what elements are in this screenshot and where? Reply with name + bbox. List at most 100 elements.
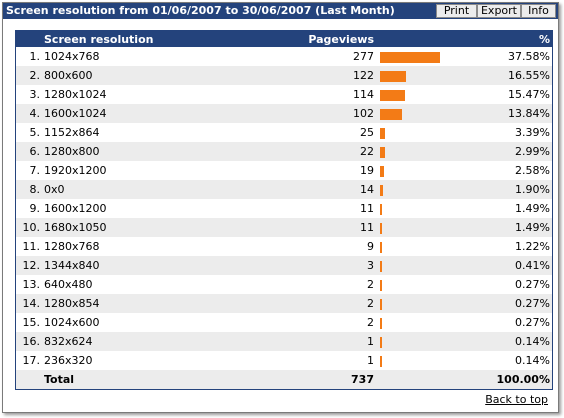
pageviews-bar [380,317,382,329]
info-button[interactable]: Info [521,4,556,18]
row-bar-cell [380,294,476,313]
row-rank: 13. [22,278,41,291]
row-pageviews: 122 [264,66,380,85]
row-rank: 9. [29,202,41,215]
row-percent: 37.58% [508,50,550,63]
row-resolution: 0x0 [44,180,264,199]
table-header-row: Screen resolution Pageviews % [16,31,552,47]
pageviews-bar [380,336,382,348]
row-bar-cell [380,313,476,332]
pageviews-bar [380,165,384,177]
table-row: 16. 832x624 1 0.14% [16,332,552,351]
resolution-table: Screen resolution Pageviews % 1. 1024x768… [16,31,552,389]
row-rank: 15. [22,316,41,329]
row-pageviews: 114 [353,88,374,101]
row-rank: 16. [16,332,44,351]
row-bar-cell [380,161,476,180]
row-resolution: 1152x864 [44,126,100,139]
row-rank: 3. [29,88,41,101]
row-percent: 0.41% [476,256,552,275]
pageviews-bar [380,203,382,215]
row-pageviews: 1 [367,354,374,367]
row-bar-cell [380,199,476,218]
row-rank: 7. [29,164,41,177]
row-bar-cell [380,142,476,161]
pageviews-bar [380,279,382,291]
row-resolution: 1024x600 [44,316,100,329]
row-percent: 0.27% [515,316,550,329]
pageviews-bar [380,298,382,310]
row-rank: 1. [29,50,41,63]
row-percent: 3.39% [515,126,550,139]
row-resolution: 1280x854 [44,294,264,313]
row-rank: 12. [16,256,44,275]
table-row: 10. 1680x1050 11 1.49% [16,218,552,237]
row-bar-cell [380,180,476,199]
row-rank: 6. [16,142,44,161]
row-resolution: 1600x1200 [44,202,107,215]
row-bar-cell [380,332,476,351]
export-button[interactable]: Export [477,4,521,18]
row-bar-cell [380,351,476,370]
pageviews-bar [380,51,440,63]
row-pageviews: 19 [360,164,374,177]
row-percent: 1.22% [515,240,550,253]
pageviews-bar [380,241,382,253]
window-title: Screen resolution from 01/06/2007 to 30/… [6,4,395,17]
row-resolution: 640x480 [44,278,93,291]
back-to-top-link[interactable]: Back to top [485,393,548,406]
pageviews-bar [380,70,406,82]
row-pageviews: 2 [367,316,374,329]
row-pageviews: 3 [264,256,380,275]
row-resolution: 236x320 [44,354,93,367]
column-header-percent: % [476,31,552,47]
table-row: 2. 800x600 122 16.55% [16,66,552,85]
row-resolution: 832x624 [44,332,264,351]
row-bar-cell [380,275,476,294]
table-row: 6. 1280x800 22 2.99% [16,142,552,161]
table-row: 11. 1280x768 9 1.22% [16,237,552,256]
pageviews-bar [380,127,385,139]
row-percent: 0.14% [476,332,552,351]
title-bar: Screen resolution from 01/06/2007 to 30/… [3,3,558,19]
row-bar-cell [380,104,476,123]
row-pageviews: 25 [360,126,374,139]
total-percent: 100.00% [476,370,552,389]
row-pageviews: 22 [264,142,380,161]
row-pageviews: 14 [264,180,380,199]
row-rank: 10. [16,218,44,237]
row-percent: 16.55% [476,66,552,85]
row-pageviews: 11 [264,218,380,237]
row-pageviews: 2 [367,278,374,291]
table-row: 9. 1600x1200 11 1.49% [16,199,552,218]
row-pageviews: 11 [360,202,374,215]
row-bar-cell [380,218,476,237]
table-row: 8. 0x0 14 1.90% [16,180,552,199]
row-rank: 17. [22,354,41,367]
table-row: 4. 1600x1024 102 13.84% [16,104,552,123]
pageviews-bar [380,355,382,367]
row-resolution: 1600x1024 [44,104,264,123]
row-percent: 13.84% [476,104,552,123]
total-label: Total [44,370,264,389]
row-bar-cell [380,256,476,275]
pageviews-bar [380,260,382,272]
row-percent: 0.14% [515,354,550,367]
row-resolution: 1280x1024 [44,88,107,101]
row-percent: 15.47% [508,88,550,101]
report-window: Screen resolution from 01/06/2007 to 30/… [2,2,559,413]
table-row: 13. 640x480 2 0.27% [16,275,552,294]
row-rank: 8. [16,180,44,199]
row-rank: 14. [16,294,44,313]
row-resolution: 1344x840 [44,256,264,275]
print-button[interactable]: Print [436,4,477,18]
row-bar-cell [380,66,476,85]
table-row: 14. 1280x854 2 0.27% [16,294,552,313]
column-header-resolution: Screen resolution [44,31,264,47]
table-row: 1. 1024x768 277 37.58% [16,47,552,66]
row-pageviews: 102 [264,104,380,123]
row-bar-cell [380,123,476,142]
row-percent: 1.49% [515,202,550,215]
table-row: 17. 236x320 1 0.14% [16,351,552,370]
table-row: 12. 1344x840 3 0.41% [16,256,552,275]
